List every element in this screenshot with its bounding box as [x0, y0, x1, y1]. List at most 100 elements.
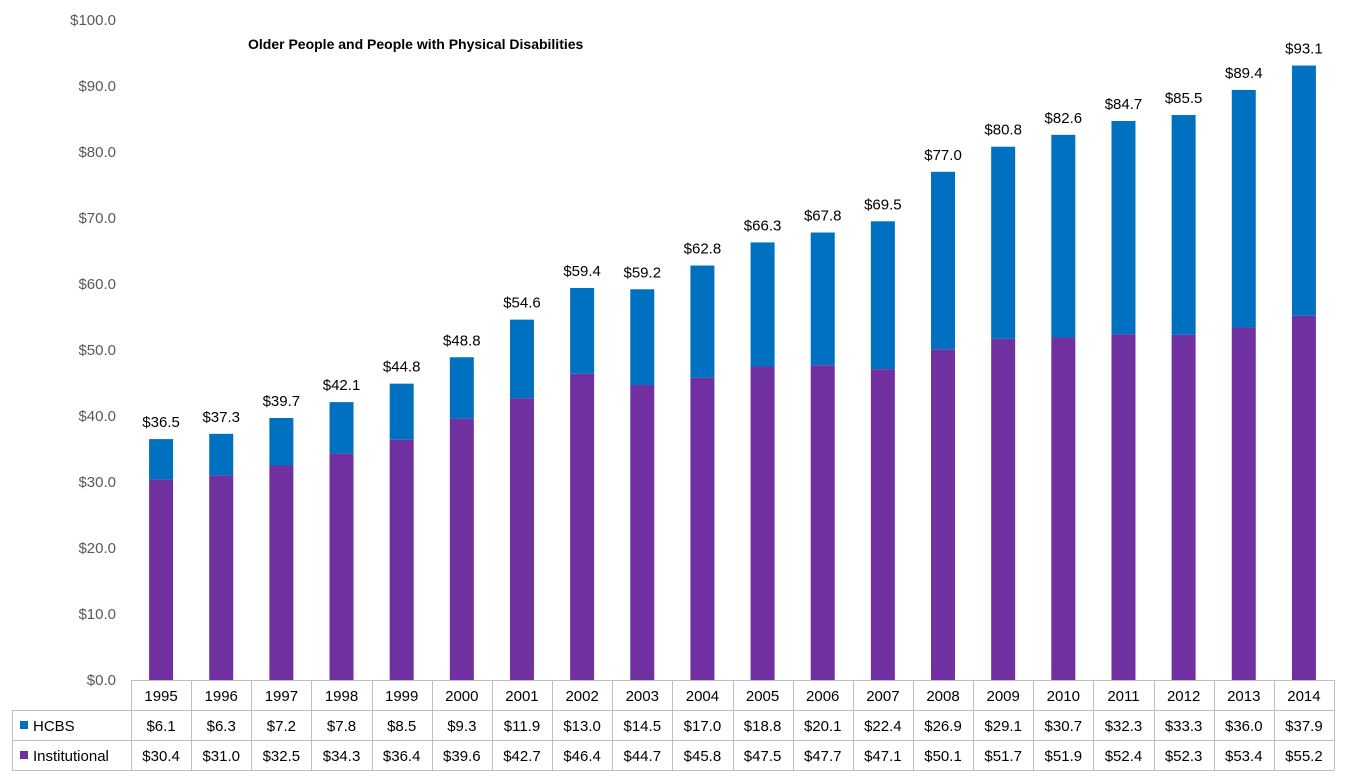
data-table: 1995 1996 1997 1998 1999 2000 2001 2002 2003 2004…	[12, 680, 1335, 771]
y-tick-label: $20.0	[78, 540, 116, 557]
x-tick-label: 2001	[505, 688, 538, 705]
table-cell: $32.5	[263, 748, 301, 765]
total-label: $89.4	[1225, 65, 1263, 82]
table-cell: $26.9	[924, 718, 962, 735]
y-tick-label: $0.0	[87, 672, 116, 689]
bar-institutional	[750, 366, 775, 680]
bar-institutional	[269, 465, 294, 680]
table-cell: $47.7	[804, 748, 842, 765]
x-tick-label: 2009	[986, 688, 1019, 705]
total-label: $66.3	[744, 217, 782, 234]
total-label: $84.7	[1105, 96, 1143, 113]
total-label: $54.6	[503, 295, 541, 312]
table-cell: $51.7	[984, 748, 1022, 765]
total-label: $80.8	[984, 122, 1022, 139]
x-tick-label: 2004	[686, 688, 719, 705]
bar-hcbs	[810, 232, 835, 366]
table-cell: $36.0	[1225, 718, 1263, 735]
x-tick-label: 2011	[1107, 688, 1139, 705]
table-cell: $33.3	[1165, 718, 1203, 735]
bar-institutional	[209, 475, 234, 680]
table-cell: $22.4	[864, 718, 902, 735]
bar-institutional	[931, 349, 956, 680]
bar-institutional	[991, 338, 1016, 680]
table-cell: $55.2	[1285, 748, 1323, 765]
legend-key	[20, 721, 28, 729]
bar-institutional	[1051, 337, 1076, 680]
bar-hcbs	[750, 242, 775, 367]
table-cell: $7.8	[327, 718, 356, 735]
legend-key	[20, 751, 28, 759]
table-cell: $51.9	[1045, 748, 1083, 765]
table-cell: $31.0	[202, 748, 240, 765]
table-cell: $52.4	[1105, 748, 1143, 765]
bar-hcbs	[149, 439, 174, 480]
legend-label: HCBS	[33, 718, 75, 735]
table-cell: $30.7	[1045, 718, 1083, 735]
legend-label: Institutional	[33, 748, 109, 765]
table-cell: $11.9	[504, 718, 540, 735]
bar-institutional	[810, 365, 835, 680]
table-cell: $37.9	[1285, 718, 1323, 735]
table-cell: $18.8	[744, 718, 782, 735]
table-cell: $13.0	[563, 718, 601, 735]
x-tick-label: 2000	[445, 688, 478, 705]
bar-institutional	[630, 384, 655, 680]
bar-institutional	[149, 479, 174, 680]
bar-institutional	[870, 369, 895, 680]
table-cell: $17.0	[684, 718, 722, 735]
bar-hcbs	[449, 357, 474, 419]
table-cell: $34.3	[323, 748, 361, 765]
bar-hcbs	[509, 319, 534, 399]
table-cell: $53.4	[1225, 748, 1263, 765]
bar-hcbs	[630, 289, 655, 385]
table-cell: $9.3	[447, 718, 476, 735]
table-cell: $8.5	[387, 718, 416, 735]
bars	[149, 65, 1316, 680]
y-axis: $0.0 $10.0 $20.0 $30.0 $40.0 $50.0 $60.0 $70.0 $…	[70, 12, 116, 689]
total-label: $85.5	[1165, 90, 1203, 107]
bar-hcbs	[991, 146, 1016, 339]
table-cell: $52.3	[1165, 748, 1203, 765]
chart-title: Older People and People with Physical Di…	[248, 36, 584, 52]
total-labels: $36.5 $37.3 $39.7 $42.1 $44.8 $48.8 $54.6 $59.4…	[142, 41, 1322, 432]
total-label: $62.8	[684, 241, 722, 258]
x-tick-label: 1997	[265, 688, 298, 705]
y-tick-label: $100.0	[70, 12, 116, 29]
y-tick-label: $30.0	[78, 474, 116, 491]
y-tick-label: $90.0	[78, 78, 116, 95]
table-cell: $45.8	[684, 748, 722, 765]
x-tick-label: 2008	[926, 688, 959, 705]
bar-institutional	[1111, 334, 1136, 680]
x-tick-label: 2012	[1167, 688, 1200, 705]
bar-hcbs	[570, 287, 595, 374]
total-label: $67.8	[804, 208, 842, 225]
bar-institutional	[389, 439, 414, 680]
x-tick-label: 2003	[626, 688, 659, 705]
table-cell: $46.4	[563, 748, 601, 765]
y-tick-label: $10.0	[78, 606, 116, 623]
bar-hcbs	[1111, 120, 1136, 335]
bar-hcbs	[389, 383, 414, 440]
table-cell: $20.1	[804, 718, 842, 735]
x-tick-label: 1995	[144, 688, 177, 705]
table-cell: $6.1	[146, 718, 175, 735]
total-label: $44.8	[383, 359, 421, 376]
table-cell: $29.1	[984, 718, 1022, 735]
bar-hcbs	[1051, 134, 1076, 338]
total-label: $82.6	[1045, 110, 1083, 127]
x-tick-label: 2007	[866, 688, 899, 705]
total-label: $69.5	[864, 196, 902, 213]
table-cell: $47.5	[744, 748, 782, 765]
total-label: $77.0	[924, 147, 962, 164]
bar-hcbs	[931, 171, 956, 350]
y-tick-label: $70.0	[78, 210, 116, 227]
total-label: $42.1	[323, 377, 361, 394]
table-cell: $30.4	[142, 748, 180, 765]
y-tick-label: $80.0	[78, 144, 116, 161]
bar-institutional	[570, 373, 595, 680]
table-cell: $44.7	[624, 748, 662, 765]
bar-hcbs	[1231, 89, 1256, 328]
y-tick-label: $50.0	[78, 342, 116, 359]
